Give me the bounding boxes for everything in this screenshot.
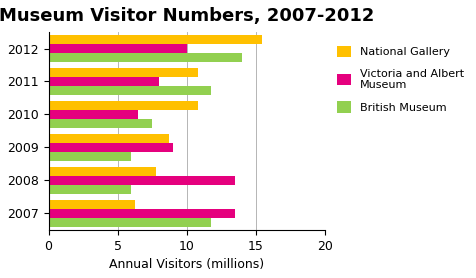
Bar	[49, 86, 211, 95]
Bar	[49, 185, 131, 194]
Bar	[49, 200, 136, 209]
Bar	[49, 143, 173, 152]
Bar	[49, 53, 242, 62]
Bar	[49, 110, 138, 119]
X-axis label: Annual Visitors (millions): Annual Visitors (millions)	[109, 258, 264, 271]
Bar	[49, 101, 198, 110]
Bar	[49, 152, 131, 161]
Legend: National Gallery, Victoria and Albert
Museum, British Museum: National Gallery, Victoria and Albert Mu…	[333, 42, 468, 117]
Bar	[49, 209, 235, 218]
Bar	[49, 44, 187, 53]
Bar	[49, 176, 235, 185]
Bar	[49, 218, 211, 227]
Title: Museum Visitor Numbers, 2007-2012: Museum Visitor Numbers, 2007-2012	[0, 7, 374, 25]
Bar	[49, 35, 262, 44]
Bar	[49, 77, 159, 86]
Bar	[49, 68, 198, 77]
Bar	[49, 134, 169, 143]
Bar	[49, 167, 156, 176]
Bar	[49, 119, 152, 128]
